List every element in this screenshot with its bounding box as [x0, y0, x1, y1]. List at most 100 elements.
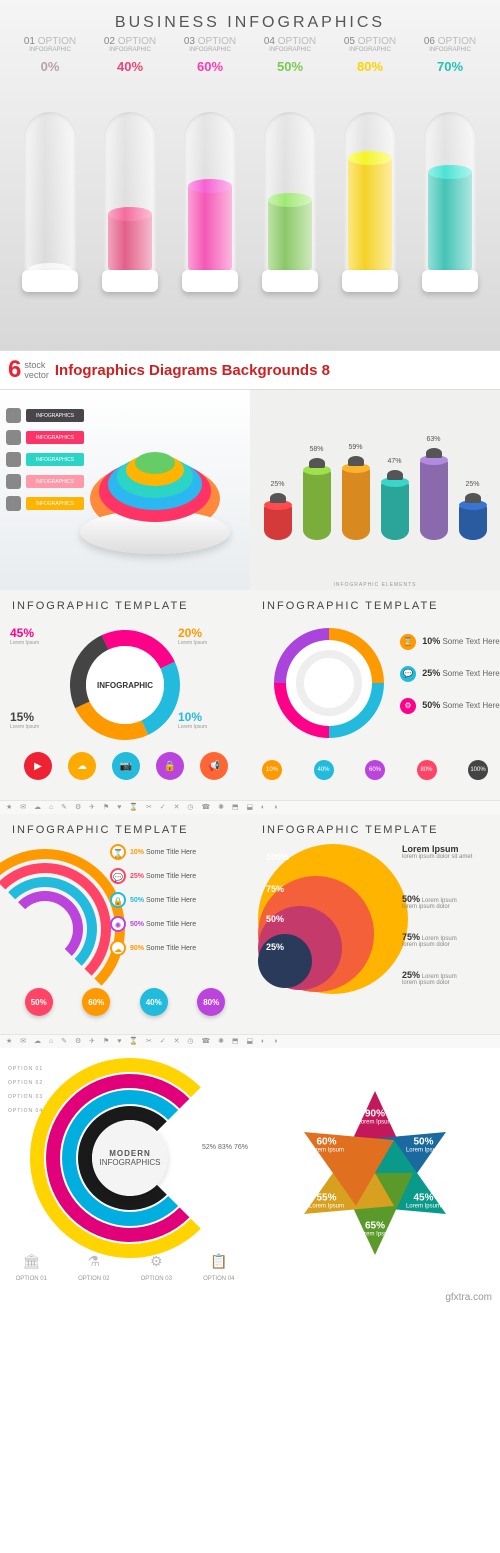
panel-g-footer: 🏛OPTION 01⚗OPTION 02⚙OPTION 03📋OPTION 04 [0, 1253, 250, 1282]
foot-col: ⚗OPTION 02 [78, 1253, 109, 1282]
item-icon: ⚙ [400, 698, 416, 714]
tube [184, 112, 236, 292]
cylinder: 47% [381, 482, 409, 540]
list-item: 🔒 50% Some Title Here [110, 892, 196, 908]
option-label: OPTION 03 [8, 1094, 43, 1100]
scale-dot: 10% [262, 760, 282, 780]
legend-icon [6, 452, 21, 467]
cylinder: 63% [420, 460, 448, 540]
pawn-icon [387, 470, 403, 480]
wave-dot: 📢 [200, 752, 228, 780]
panel-nested-circles: INFOGRAPHIC TEMPLATE 100% 75% 50% 25%Lor… [250, 814, 500, 1034]
stock-vector-label: stockvector [24, 360, 49, 380]
item-icon: 🔒 [110, 892, 126, 908]
scale-dot: 80% [417, 760, 437, 780]
option-label: OPTION 01 [8, 1066, 43, 1072]
option-label: OPTION 02 [8, 1080, 43, 1086]
pawn-icon [426, 448, 442, 458]
tube [264, 112, 316, 292]
panel-donut-quad: INFOGRAPHIC TEMPLATE INFOGRAPHIC ▶☁📷🔒📢 4… [0, 590, 250, 800]
hero-col: 01 OPTION INFOGRAPHIC 0% [15, 36, 85, 74]
panel-a-legend: INFOGRAPHICS INFOGRAPHICS INFOGRAPHICS I… [6, 408, 84, 518]
item-icon: ⌛ [110, 844, 126, 860]
list-item: 💬 25% Some Text Here [400, 666, 500, 682]
legend-icon [6, 408, 21, 423]
arc-pct: 76% [234, 1144, 248, 1151]
wave-icons: ▶☁📷🔒📢 [24, 752, 226, 782]
legend-tag: INFOGRAPHICS [26, 431, 84, 444]
circle-pct: 100% [266, 852, 289, 862]
stock-count: 6 [8, 356, 21, 384]
hero-col: 02 OPTION INFOGRAPHIC 40% [95, 36, 165, 74]
cylinder: 25% [459, 505, 487, 540]
scale-dot: 60% [365, 760, 385, 780]
hero-option-row: 01 OPTION INFOGRAPHIC 0% 02 OPTION INFOG… [0, 36, 500, 74]
legend-icon [6, 430, 21, 445]
item-icon: ✺ [110, 916, 126, 932]
panel-arcs: INFOGRAPHIC TEMPLATE 50%60%40%80% ⌛ 10% … [0, 814, 250, 1034]
legend-icon [6, 474, 21, 489]
quad-pct: 15%Lorem Ipsum [10, 710, 39, 730]
list-item: 💬 25% Some Title Here [110, 868, 196, 884]
legend-tag: INFOGRAPHICS [26, 475, 84, 488]
item-icon: 💬 [400, 666, 416, 682]
list-item: ⚙ 50% Some Text Here [400, 698, 500, 714]
cylinder: 59% [342, 468, 370, 540]
panel-pinwheel: 90%Lorem Ipsum50%Lorem Ipsum45%Lorem Ips… [250, 1048, 500, 1288]
segment-label: 60%Lorem Ipsum [302, 1137, 352, 1154]
option-label: OPTION 04 [8, 1108, 43, 1114]
circle-pct: 25% [266, 942, 284, 952]
foot-icon: 📋 [209, 1253, 229, 1273]
hero-col: 04 OPTION INFOGRAPHIC 50% [255, 36, 325, 74]
title-strip: 6 stockvector Infographics Diagrams Back… [0, 350, 500, 390]
item-icon: ⌛ [400, 634, 416, 650]
tube [24, 112, 76, 292]
text-block: 50% Lorem Ipsumlorem ipsum dolor [402, 894, 492, 910]
quad-pct: 10%Lorem Ipsum [178, 710, 207, 730]
pack-title: Infographics Diagrams Backgrounds 8 [55, 362, 330, 379]
panel-d-title: INFOGRAPHIC TEMPLATE [250, 590, 500, 616]
pawn-icon [465, 493, 481, 503]
panel-g-center: MODERNINFOGRAPHICS [92, 1120, 168, 1196]
bottom-dot: 80% [197, 988, 225, 1016]
hero-tube-area [0, 92, 500, 292]
wave-dot: 🔒 [156, 752, 184, 780]
foot-icon: ⚙ [146, 1253, 166, 1273]
cylinder: 58% [303, 470, 331, 540]
legend-row: INFOGRAPHICS [6, 496, 84, 511]
bottom-dot: 40% [140, 988, 168, 1016]
list-item: ⌛ 10% Some Text Here [400, 634, 500, 650]
concentric-ring [274, 628, 384, 738]
pawn-icon [309, 458, 325, 468]
hero-col: 03 OPTION INFOGRAPHIC 60% [175, 36, 245, 74]
panel-a-chart [80, 410, 230, 560]
foot-col: 🏛OPTION 01 [16, 1253, 47, 1282]
tube [424, 112, 476, 292]
text-block: 25% Lorem Ipsumlorem ipsum dolor [402, 970, 492, 986]
item-icon: ☁ [110, 940, 126, 956]
wave-dot: ☁ [68, 752, 96, 780]
panel-b-footer: INFOGRAPHIC ELEMENTS [250, 582, 500, 588]
hero-title: BUSINESS INFOGRAPHICS [0, 0, 500, 36]
foot-icon: ⚗ [84, 1253, 104, 1273]
hero-infographic: BUSINESS INFOGRAPHICS 01 OPTION INFOGRAP… [0, 0, 500, 350]
legend-row: INFOGRAPHICS [6, 452, 84, 467]
pinwheel: 90%Lorem Ipsum50%Lorem Ipsum45%Lorem Ips… [280, 1078, 470, 1268]
legend-tag: INFOGRAPHICS [26, 453, 84, 466]
panel-modern-donut: MODERNINFOGRAPHICS 🏛OPTION 01⚗OPTION 02⚙… [0, 1048, 250, 1288]
legend-row: INFOGRAPHICS [6, 430, 84, 445]
circle-pct: 75% [266, 884, 284, 894]
legend-row: INFOGRAPHICS [6, 474, 84, 489]
panel-b-cylinders: 25% 58% 59% 47% 63% 25% [250, 440, 500, 540]
foot-icon: 🏛 [21, 1253, 41, 1273]
wave-dot: 📷 [112, 752, 140, 780]
panel-e-bottom: 50%60%40%80% [10, 988, 240, 1016]
arc-pct: 52% [202, 1144, 216, 1151]
legend-tag: INFOGRAPHICS [26, 409, 84, 422]
panel-f-title: INFOGRAPHIC TEMPLATE [250, 814, 500, 840]
list-item: ⌛ 10% Some Title Here [110, 844, 196, 860]
tube [104, 112, 156, 292]
scale-dot: 100% [468, 760, 488, 780]
panel-g-chart: MODERNINFOGRAPHICS [30, 1058, 230, 1238]
panel-f-heading: Lorem Ipsumlorem ipsum dolor sit amet [402, 844, 492, 860]
